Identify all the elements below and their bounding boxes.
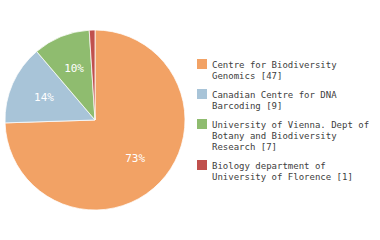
legend-label-line: Biology department of <box>212 161 326 171</box>
pie-slice <box>37 30 95 120</box>
legend-label-line: University of Vienna. Dept of <box>212 120 369 130</box>
legend-label-line: Research [7] <box>212 142 277 152</box>
legend-label: Centre for BiodiversityGenomics [47] <box>212 60 337 81</box>
legend-swatch <box>197 119 207 129</box>
legend-item: University of Vienna. Dept ofBotany and … <box>197 119 369 152</box>
data-label: 10% <box>64 62 84 75</box>
legend-swatch <box>197 59 207 69</box>
legend-label-line: Genomics [47] <box>212 71 282 81</box>
data-label: 73% <box>125 152 145 165</box>
pie <box>5 30 185 210</box>
legend-label: Canadian Centre for DNABarcoding [9] <box>212 90 337 111</box>
legend-label: University of Vienna. Dept ofBotany and … <box>212 120 369 152</box>
legend-label-line: Centre for Biodiversity <box>212 60 337 70</box>
data-label: 14% <box>34 91 54 104</box>
legend-item: Biology department ofUniversity of Flore… <box>197 160 353 182</box>
chart: 73% 14% 10% Centre for BiodiversityGenomics… <box>0 0 380 240</box>
legend-label-line: Canadian Centre for DNA <box>212 90 337 100</box>
legend-item: Centre for BiodiversityGenomics [47] <box>197 59 337 81</box>
legend-label-line: University of Florence [1] <box>212 172 353 182</box>
legend-swatch <box>197 160 207 170</box>
pie-slice <box>5 30 185 210</box>
pie-slice <box>89 30 95 120</box>
legend-label-line: Botany and Biodiversity <box>212 131 337 141</box>
legend: Centre for BiodiversityGenomics [47] Cana… <box>197 59 369 182</box>
legend-swatch <box>197 89 207 99</box>
data-labels: 73% 14% 10% <box>34 62 145 166</box>
legend-label-line: Barcoding [9] <box>212 101 282 111</box>
legend-item: Canadian Centre for DNABarcoding [9] <box>197 89 337 111</box>
legend-label: Biology department ofUniversity of Flore… <box>212 161 353 182</box>
